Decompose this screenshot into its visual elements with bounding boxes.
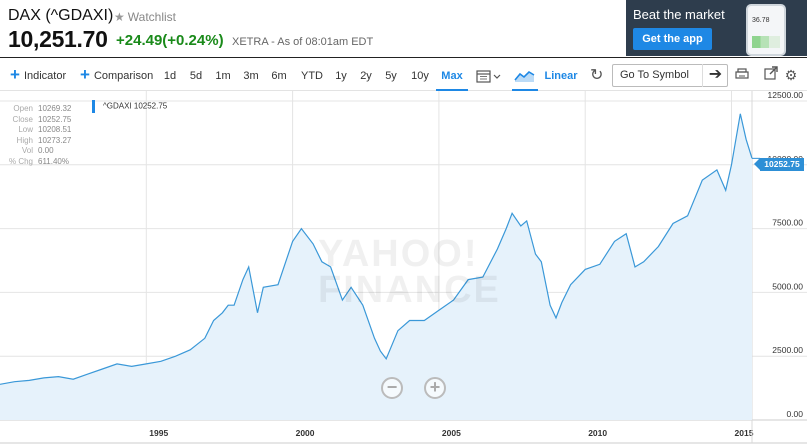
high-value: 10273.27: [38, 135, 72, 145]
reset-icon[interactable]: ↻: [590, 67, 604, 84]
ticker-title: DAX (^GDAXI): [8, 7, 114, 24]
vol-label: Vol: [21, 146, 33, 155]
indicator-button[interactable]: + Indicator: [10, 61, 66, 91]
x-tick-label: 1995: [149, 428, 168, 438]
watermark-line1: YAHOO!: [318, 233, 479, 275]
close-value: 10252.75: [38, 114, 72, 124]
price-chart[interactable]: 0.002500.005000.007500.0010000.0012500.0…: [0, 91, 807, 444]
zoom-out-button[interactable]: −: [381, 377, 403, 399]
gear-icon[interactable]: ⚙: [784, 67, 798, 83]
x-tick-label: 2005: [442, 428, 461, 438]
range-10y[interactable]: 10y: [411, 70, 429, 82]
get-app-button[interactable]: Get the app: [633, 28, 712, 50]
watchlist-label: Watchlist: [127, 10, 176, 24]
series-line: [0, 113, 753, 385]
range-1d[interactable]: 1d: [163, 70, 177, 82]
y-tick-label: 7500.00: [772, 218, 803, 228]
calendar-icon: [476, 70, 501, 83]
last-price-tag: 10252.75: [754, 158, 804, 171]
range-3m[interactable]: 3m: [243, 70, 259, 82]
scale-linear[interactable]: Linear: [544, 70, 578, 82]
y-tick-label: 5000.00: [772, 281, 803, 291]
exchange-time: XETRA - As of 08:01am EDT: [232, 36, 374, 48]
x-tick-label: 2000: [296, 428, 315, 438]
range-ytd[interactable]: YTD: [301, 70, 323, 82]
ohlc-panel: Open 10269.32 Close 10252.75 Low 10208.51 H…: [6, 104, 71, 167]
last-price: 10,251.70: [8, 26, 108, 52]
comparison-label: Comparison: [93, 70, 154, 82]
watermark-line2: FINANCE: [318, 269, 501, 311]
low-value: 10208.51: [38, 125, 72, 134]
low-label: Low: [18, 125, 33, 134]
star-icon: ★: [114, 10, 125, 24]
vol-value: 0.00: [38, 146, 54, 155]
price-change: +24.49(+0.24%): [116, 32, 224, 49]
high-label: High: [16, 135, 33, 145]
zoom-in-button[interactable]: +: [424, 377, 446, 399]
range-5d[interactable]: 5d: [189, 70, 203, 82]
app-ad-banner[interactable]: Beat the market Get the app 36.78: [626, 0, 807, 56]
indicator-label: Indicator: [23, 70, 67, 82]
range-6m[interactable]: 6m: [271, 70, 287, 82]
phone-value: 36.78: [752, 17, 770, 24]
date-range-picker[interactable]: [476, 61, 504, 91]
close-label: Close: [12, 114, 33, 124]
legend-label: ^GDAXI 10252.75: [103, 101, 168, 111]
y-tick-label: 2500.00: [772, 345, 803, 355]
comparison-button[interactable]: + Comparison: [80, 61, 153, 91]
x-tick-label: 2010: [588, 428, 607, 438]
chart-type-button[interactable]: [512, 61, 538, 91]
range-1y[interactable]: 1y: [335, 70, 347, 82]
series-legend[interactable]: ^GDAXI 10252.75: [92, 100, 167, 113]
legend-swatch: [92, 100, 95, 113]
range-2y[interactable]: 2y: [360, 70, 372, 82]
print-icon[interactable]: [733, 65, 751, 85]
y-tick-label: 12500.00: [768, 91, 804, 100]
chart-toolbar: + Indicator + Comparison 1d 5d 1m 3m 6m YT…: [0, 61, 807, 91]
plus-icon: +: [10, 65, 20, 85]
plus-icon: +: [80, 65, 90, 85]
range-5y[interactable]: 5y: [385, 70, 397, 82]
chg-value: 611.40%: [38, 156, 69, 166]
expand-icon[interactable]: [762, 65, 780, 85]
goto-symbol-input[interactable]: Go To Symbol: [612, 64, 728, 87]
area-chart-icon: [514, 71, 535, 83]
y-tick-label: 0.00: [786, 409, 803, 419]
range-max[interactable]: Max: [436, 61, 468, 91]
print-icon-svg: [735, 68, 749, 79]
phone-image: 36.78: [746, 4, 786, 56]
yahoo-finance-watermark: YAHOO! FINANCE: [318, 233, 501, 311]
phone-chart-graphic: [752, 36, 780, 48]
range-1m[interactable]: 1m: [215, 70, 231, 82]
open-value: 10269.32: [38, 104, 72, 113]
series-area: [0, 113, 752, 421]
arrow-right-icon[interactable]: ➔: [702, 64, 728, 87]
open-label: Open: [13, 104, 33, 113]
ad-title: Beat the market: [633, 7, 725, 22]
watchlist-button[interactable]: ★ Watchlist: [114, 10, 176, 24]
chg-label: % Chg: [8, 156, 33, 166]
expand-icon-svg: [764, 66, 778, 80]
x-tick-label: 2015: [735, 428, 754, 438]
quote-header: DAX (^GDAXI) ★ Watchlist 10,251.70 +24.49…: [0, 0, 807, 58]
